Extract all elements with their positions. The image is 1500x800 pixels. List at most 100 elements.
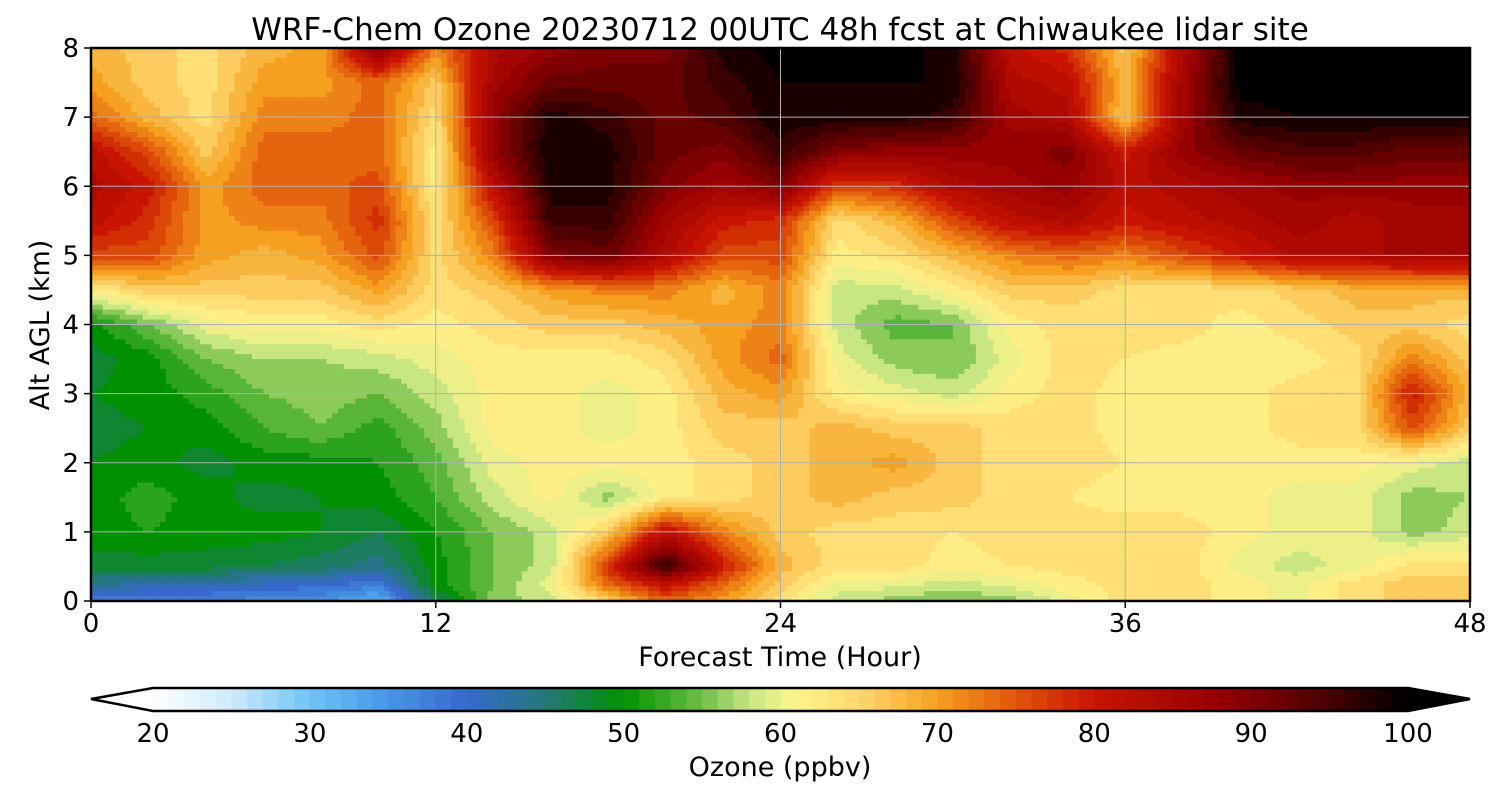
heat-cell — [424, 102, 430, 108]
heat-cell — [1125, 78, 1131, 84]
heat-cell — [246, 68, 252, 74]
heat-cell — [729, 58, 735, 64]
heat-cell — [206, 142, 212, 148]
heat-cell — [1338, 92, 1344, 98]
heat-cell — [855, 92, 861, 98]
heat-cell — [1367, 53, 1373, 59]
heat-cell — [803, 63, 809, 69]
heat-cell — [1194, 142, 1200, 148]
heat-cell — [1028, 132, 1034, 138]
heat-cell — [154, 142, 160, 148]
heat-cell — [401, 88, 407, 94]
heat-cell — [194, 117, 200, 123]
heat-cell — [137, 68, 143, 74]
heat-cell — [148, 107, 154, 113]
heat-cell — [1016, 137, 1022, 143]
heat-cell — [1206, 122, 1212, 128]
heat-cell — [1051, 132, 1057, 138]
heat-cell — [798, 137, 804, 143]
heat-cell — [97, 63, 103, 69]
heat-cell — [1171, 63, 1177, 69]
heat-cell — [970, 127, 976, 133]
heat-cell — [321, 102, 327, 108]
heat-cell — [620, 97, 626, 103]
heat-cell — [591, 127, 597, 133]
heat-cell — [235, 83, 241, 89]
heat-cell — [551, 63, 557, 69]
heat-cell — [792, 137, 798, 143]
heat-cell — [1252, 88, 1258, 94]
heat-cell — [890, 117, 896, 123]
heat-cell — [694, 137, 700, 143]
heat-cell — [1303, 63, 1309, 69]
heat-cell — [1160, 122, 1166, 128]
heat-cell — [1211, 58, 1217, 64]
heat-cell — [1022, 73, 1028, 79]
heat-cell — [826, 78, 832, 84]
heat-cell — [1194, 132, 1200, 138]
heat-cell — [200, 117, 206, 123]
heat-cell — [1372, 88, 1378, 94]
heat-cell — [792, 97, 798, 103]
heat-cell — [1321, 132, 1327, 138]
heat-cell — [171, 53, 177, 59]
heat-cell — [1384, 127, 1390, 133]
heat-cell — [666, 58, 672, 64]
heat-cell — [1280, 142, 1286, 148]
heat-cell — [476, 78, 482, 84]
heat-cell — [878, 58, 884, 64]
heat-cell — [1309, 97, 1315, 103]
heat-cell — [321, 53, 327, 59]
heat-cell — [1252, 83, 1258, 89]
heat-cell — [1361, 137, 1367, 143]
heat-cell — [884, 73, 890, 79]
heat-cell — [1240, 122, 1246, 128]
heat-cell — [735, 122, 741, 128]
heat-cell — [1183, 127, 1189, 133]
heat-cell — [396, 58, 402, 64]
heat-cell — [861, 63, 867, 69]
heat-cell — [959, 92, 965, 98]
heat-cell — [1367, 58, 1373, 64]
heat-cell — [1447, 92, 1453, 98]
heat-cell — [1131, 92, 1137, 98]
heat-cell — [1194, 58, 1200, 64]
heat-cell — [769, 88, 775, 94]
ozone-curtain-figure: WRF-Chem Ozone 20230712 00UTC 48h fcst a… — [0, 0, 1500, 800]
heat-cell — [419, 88, 425, 94]
heat-cell — [1344, 132, 1350, 138]
heat-cell — [987, 122, 993, 128]
heat-cell — [148, 142, 154, 148]
heat-cell — [872, 58, 878, 64]
heat-cell — [424, 73, 430, 79]
heat-cell — [1280, 78, 1286, 84]
heat-cell — [591, 97, 597, 103]
heat-cell — [1378, 53, 1384, 59]
heat-cell — [321, 127, 327, 133]
heat-cell — [999, 68, 1005, 74]
heat-cell — [97, 78, 103, 84]
heat-cell — [493, 53, 499, 59]
heat-cell — [786, 132, 792, 138]
heat-cell — [999, 92, 1005, 98]
heat-cell — [1401, 117, 1407, 123]
heat-cell — [1068, 107, 1074, 113]
heat-cell — [815, 78, 821, 84]
heat-cell — [809, 63, 815, 69]
heat-cell — [1292, 122, 1298, 128]
heat-cell — [1033, 132, 1039, 138]
heat-cell — [171, 132, 177, 138]
heat-cell — [895, 137, 901, 143]
heat-cell — [1206, 117, 1212, 123]
heat-cell — [108, 142, 114, 148]
heat-cell — [102, 102, 108, 108]
heat-cell — [1074, 53, 1080, 59]
heat-cell — [677, 78, 683, 84]
heat-cell — [166, 73, 172, 79]
heat-cell — [913, 107, 919, 113]
heat-cell — [464, 142, 470, 148]
heat-cell — [867, 73, 873, 79]
heat-cell — [1401, 102, 1407, 108]
heat-cell — [1154, 92, 1160, 98]
heat-cell — [959, 58, 965, 64]
